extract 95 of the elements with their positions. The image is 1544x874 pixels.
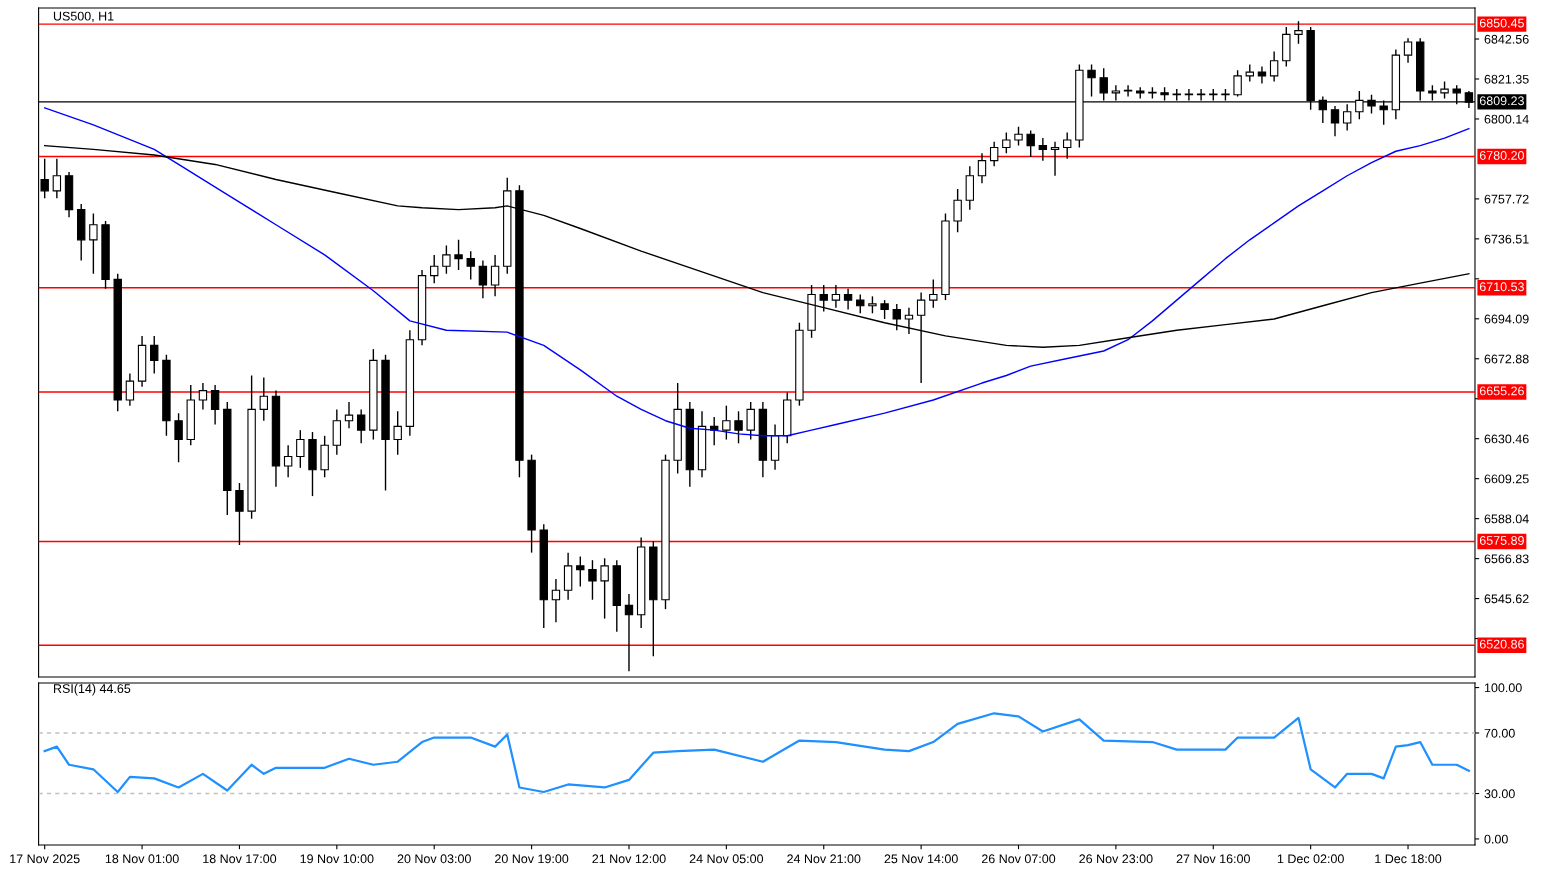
candlestick <box>235 482 244 546</box>
y-tick-label: 6736.51 <box>1484 234 1529 244</box>
y-tick-label: 6630.46 <box>1484 434 1529 444</box>
candlestick <box>490 254 500 298</box>
line-series <box>43 107 1470 437</box>
x-tick-label: 26 Nov 07:00 <box>981 854 1056 864</box>
candlestick <box>1062 131 1072 160</box>
candlestick <box>430 254 439 284</box>
candlestick <box>576 555 585 588</box>
y-tick-label: 0.00 <box>1484 834 1508 844</box>
candlestick <box>1403 37 1413 64</box>
y-tick-label: 6757.72 <box>1484 194 1529 204</box>
candlestick <box>442 244 451 275</box>
y-tick-label: 6609.25 <box>1484 474 1529 484</box>
x-tick-label: 1 Dec 02:00 <box>1277 854 1344 864</box>
candlestick <box>1269 50 1279 83</box>
y-tick-label: 6821.35 <box>1484 74 1529 84</box>
y-tick-label: 30.00 <box>1484 789 1515 799</box>
candlestick <box>953 188 962 233</box>
chart-title: RSI(14) 44.65 <box>53 683 131 696</box>
candlestick <box>52 158 62 200</box>
candlestick <box>892 303 901 331</box>
y-tick-label: 6694.09 <box>1484 314 1529 324</box>
x-tick-label: 24 Nov 05:00 <box>689 854 764 864</box>
y-tick-label: 6566.83 <box>1484 554 1529 564</box>
y-tick-label: 6672.88 <box>1484 354 1529 364</box>
x-tick-label: 27 Nov 16:00 <box>1176 854 1250 864</box>
candlestick <box>734 410 743 445</box>
candlestick <box>989 141 999 168</box>
candlestick <box>296 429 305 469</box>
x-tick-label: 20 Nov 19:00 <box>495 854 569 864</box>
candlestick <box>259 376 269 422</box>
x-tick-label: 20 Nov 03:00 <box>397 854 471 864</box>
candlestick <box>977 152 987 184</box>
x-tick-label: 17 Nov 2025 <box>10 854 80 864</box>
chart-title: US500, H1 <box>53 11 114 23</box>
candlestick <box>551 578 561 624</box>
candlestick <box>1026 129 1035 158</box>
candlestick <box>1294 20 1303 45</box>
candlestick <box>1050 141 1060 177</box>
ref-line-label: 6850.45 <box>1479 18 1524 28</box>
candlestick <box>1014 126 1023 147</box>
candlestick <box>150 335 159 375</box>
ref-line-label: 6780.20 <box>1479 151 1524 160</box>
candlestick <box>125 372 135 407</box>
x-tick-label: 21 Nov 12:00 <box>592 854 666 864</box>
candlestick <box>929 278 938 309</box>
x-tick-label: 19 Nov 10:00 <box>300 854 374 864</box>
candlestick <box>722 404 731 441</box>
ref-line-label: 6520.86 <box>1479 639 1524 649</box>
y-tick-label: 100.00 <box>1484 683 1522 693</box>
x-tick-label: 18 Nov 01:00 <box>105 854 179 864</box>
ref-line-label: 6575.89 <box>1479 536 1524 545</box>
candlestick <box>344 401 354 429</box>
candlestick <box>831 284 841 309</box>
x-tick-label: 25 Nov 14:00 <box>884 854 958 864</box>
y-tick-label: 6545.62 <box>1484 594 1529 604</box>
candlestick <box>843 288 853 311</box>
y-tick-label: 6842.56 <box>1484 34 1529 44</box>
x-tick-label: 24 Nov 21:00 <box>787 854 861 864</box>
ref-line-label: 6809.23 <box>1479 96 1524 106</box>
candlestick <box>1257 65 1267 85</box>
x-tick-label: 26 Nov 23:00 <box>1079 854 1153 864</box>
y-tick-label: 70.00 <box>1484 728 1515 738</box>
candlestick <box>198 382 208 411</box>
candlestick <box>478 259 488 299</box>
candlestick <box>819 284 828 313</box>
y-tick-label: 6588.04 <box>1484 514 1529 524</box>
candlestick <box>904 306 914 335</box>
candlestick <box>856 293 865 315</box>
candlestick <box>1002 131 1011 154</box>
candlestick <box>393 410 402 456</box>
candlestick <box>746 401 755 441</box>
candlestick <box>283 444 293 478</box>
candlestick <box>1330 105 1340 137</box>
candlestick <box>89 212 98 275</box>
candlestick <box>1087 63 1096 98</box>
candlestick <box>624 593 634 673</box>
candlestick <box>880 299 889 320</box>
candlestick <box>1233 69 1242 98</box>
line-series <box>43 712 1471 794</box>
candlestick <box>600 557 609 620</box>
x-tick-label: 18 Nov 17:00 <box>203 854 277 864</box>
x-tick-label: 1 Dec 18:00 <box>1375 854 1442 864</box>
ref-line-label: 6710.53 <box>1479 282 1524 292</box>
candlestick <box>1038 137 1048 162</box>
y-tick-label: 6800.14 <box>1484 114 1529 124</box>
candlestick <box>466 250 475 281</box>
ref-line-label: 6655.26 <box>1479 386 1524 396</box>
candlestick <box>454 239 463 271</box>
candlestick <box>588 559 597 601</box>
candlestick <box>174 412 183 463</box>
candlestick <box>210 384 220 426</box>
candlestick <box>356 408 366 445</box>
candlestick <box>1123 84 1133 98</box>
